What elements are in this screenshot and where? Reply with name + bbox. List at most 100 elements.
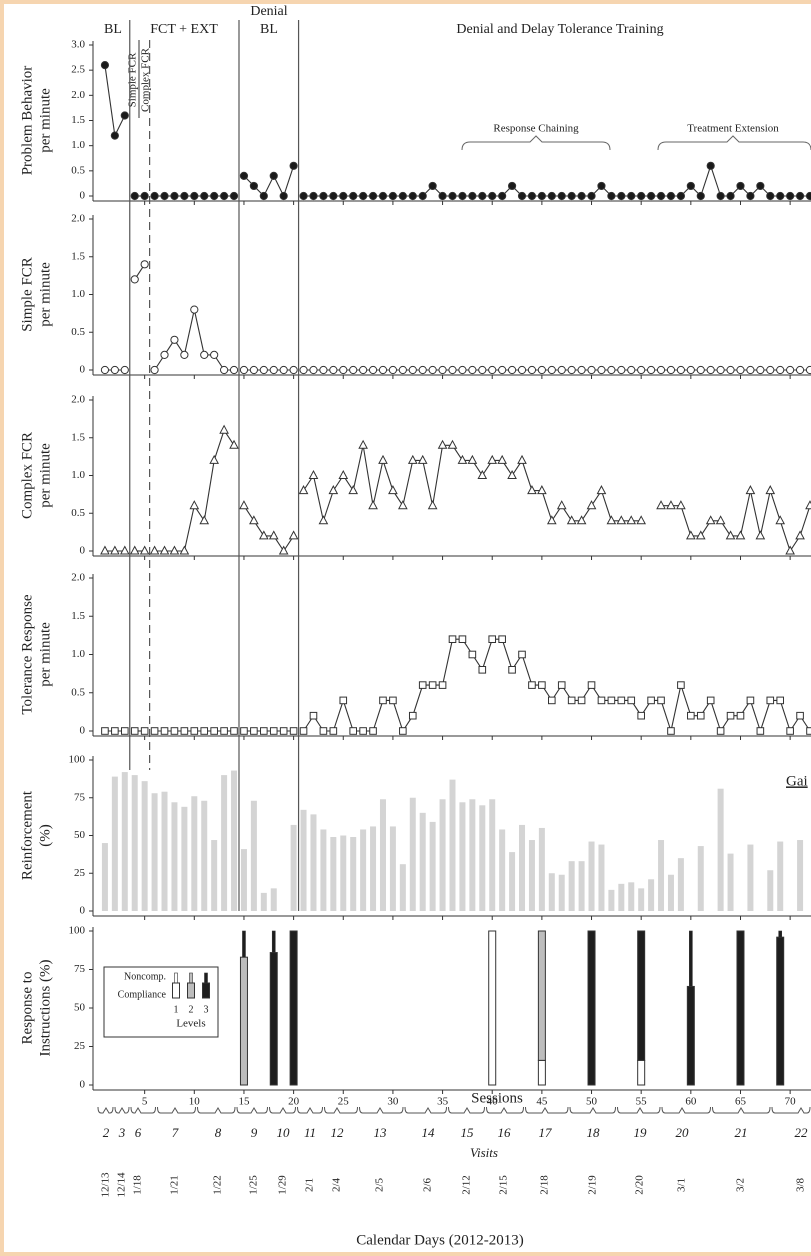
x-tick-label: 50 [586, 1096, 598, 1108]
bar [231, 770, 238, 911]
y-axis-title: Simple FCR [19, 257, 35, 332]
bar [667, 874, 674, 911]
marker [149, 545, 160, 555]
marker [229, 439, 239, 449]
marker [507, 181, 517, 191]
marker [328, 485, 339, 495]
visit-brace [324, 1106, 358, 1114]
x-tick-label: 25 [338, 1096, 350, 1108]
bar [201, 800, 208, 911]
visit-number: 6 [135, 1125, 142, 1140]
marker [318, 515, 329, 525]
bar [379, 799, 386, 911]
marker [408, 365, 417, 375]
bar [290, 824, 297, 911]
marker [269, 727, 278, 735]
annotation: Response Chaining [493, 123, 579, 135]
marker [637, 711, 645, 720]
marker [210, 350, 219, 359]
date-label: 2/18 [539, 1175, 551, 1195]
marker [219, 365, 229, 375]
marker [547, 365, 556, 375]
marker [696, 365, 705, 375]
marker [795, 530, 805, 540]
marker [706, 365, 715, 375]
marker [468, 365, 477, 375]
marker [795, 191, 805, 201]
bar-segment [736, 930, 745, 1086]
marker [170, 335, 179, 344]
marker [607, 696, 616, 705]
x-tick-label: 65 [735, 1096, 747, 1108]
marker [647, 191, 656, 201]
visit-number: 11 [304, 1125, 316, 1140]
bar [151, 793, 158, 911]
bar [439, 799, 446, 911]
visit-brace [404, 1106, 447, 1114]
marker [378, 454, 388, 464]
marker [169, 545, 180, 555]
marker [508, 666, 516, 674]
bar [489, 799, 496, 911]
marker [756, 365, 765, 375]
marker [428, 181, 437, 191]
marker [776, 696, 785, 705]
bar [370, 826, 377, 911]
marker [616, 515, 627, 525]
marker [258, 530, 269, 540]
y-tick-label: 0 [80, 725, 86, 737]
marker [447, 439, 458, 449]
y-axis-title: per minute [37, 622, 53, 687]
marker [636, 515, 647, 525]
marker [329, 365, 338, 375]
bar [310, 814, 317, 911]
visit-brace [359, 1106, 404, 1114]
marker [786, 365, 795, 375]
noncomp-segment [271, 930, 276, 953]
marker [428, 365, 437, 375]
legend-label: Compliance [118, 989, 167, 1000]
marker [537, 191, 546, 201]
legend-swatch [189, 972, 193, 984]
bar [747, 844, 754, 911]
marker [140, 727, 149, 735]
marker [298, 485, 309, 495]
marker [259, 365, 268, 375]
marker [150, 365, 159, 375]
y-tick-label: 50 [74, 1002, 86, 1014]
marker [637, 191, 646, 201]
y-tick-label: 0 [80, 190, 86, 202]
marker [725, 530, 736, 540]
marker [368, 500, 378, 510]
marker [130, 275, 139, 284]
y-tick-label: 100 [69, 925, 86, 937]
visit-brace [712, 1106, 771, 1114]
marker [269, 171, 278, 180]
marker [239, 171, 249, 180]
marker [319, 727, 328, 735]
x-tick-label: 45 [536, 1096, 548, 1108]
marker [478, 191, 487, 201]
visit-brace [448, 1106, 485, 1114]
marker [358, 439, 368, 449]
marker [289, 727, 298, 735]
bar [459, 802, 466, 911]
marker [229, 191, 239, 201]
visit-brace [197, 1106, 236, 1114]
visit-number: 9 [251, 1125, 258, 1140]
legend-swatch [202, 982, 210, 999]
visit-number: 18 [587, 1125, 601, 1140]
x-tick-label: 70 [785, 1096, 797, 1108]
marker [279, 191, 288, 201]
marker [200, 350, 209, 359]
y-tick-label: 0 [80, 905, 86, 917]
visit-brace [525, 1106, 569, 1114]
marker [537, 365, 546, 375]
visit-brace [771, 1106, 811, 1114]
date-label: 1/25 [248, 1175, 260, 1195]
marker [120, 111, 129, 120]
brace [461, 135, 611, 151]
marker [766, 191, 775, 201]
marker [388, 191, 398, 201]
